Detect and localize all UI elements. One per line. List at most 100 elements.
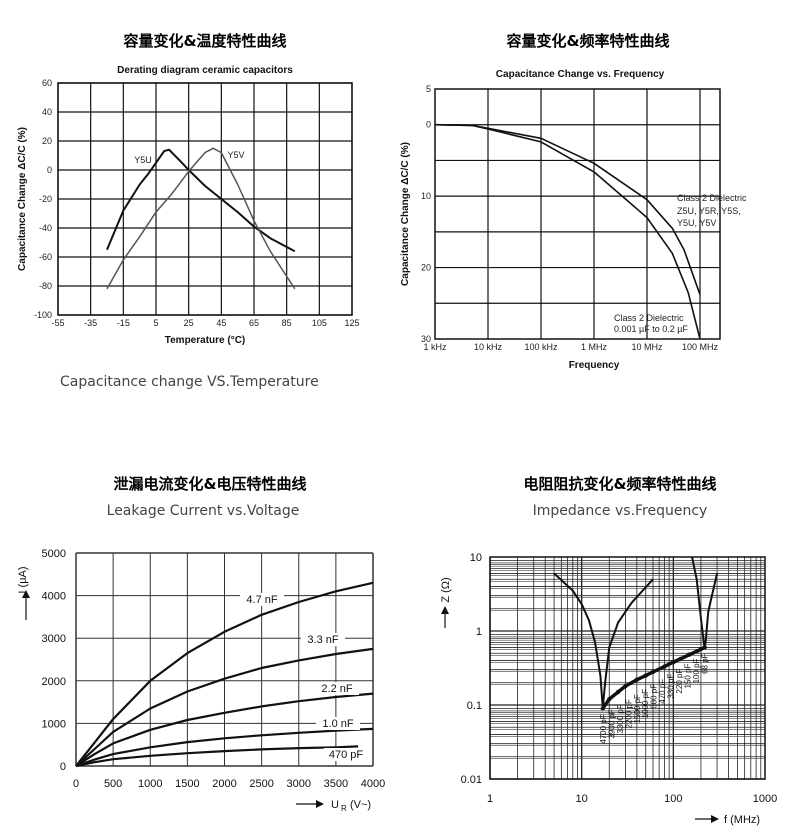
x-axis-label-subscript: R	[341, 804, 347, 813]
point-label: 3900 pF	[607, 709, 616, 738]
y-tick-label: 20	[421, 263, 431, 273]
series-line-class2-0.001-0.2uf	[434, 123, 701, 340]
y-tick-label: 5	[426, 84, 431, 94]
imp-heading-cn: 电阻阻抗变化&频率特性曲线	[523, 475, 716, 493]
series-line-4700-pF	[553, 572, 654, 710]
series-line-22nF	[75, 692, 374, 767]
series-annotation: 0.001 µF to 0.2 µF	[614, 324, 688, 334]
y-tick-label: 0	[47, 165, 52, 175]
chart-title: Capacitance Change vs. Frequency	[496, 69, 665, 80]
x-axis-label: Temperature (°C)	[165, 335, 246, 346]
series-label-bg	[240, 593, 284, 606]
y-tick-label: 0.1	[467, 700, 482, 712]
envelope-marker	[702, 645, 707, 650]
y-axis-label: I (µA)	[17, 566, 29, 593]
y-axis-arrowhead-icon	[22, 590, 30, 598]
x-tick-label: 10 MHz	[631, 342, 663, 352]
x-tick-label: -35	[84, 318, 97, 328]
x-axis-unit: (V~)	[350, 799, 371, 811]
series-label: 3.3 nF	[307, 634, 338, 646]
y-tick-label: -80	[39, 281, 52, 291]
temp-heading-cn: 容量变化&温度特性曲线	[122, 32, 286, 50]
point-label: 1500 pF	[633, 694, 642, 723]
x-tick-label: 105	[312, 318, 327, 328]
point-label: 1000 pF	[641, 689, 650, 718]
y-tick-label: 10	[421, 191, 431, 201]
x-tick-label: 1500	[175, 778, 199, 790]
x-tick-label: 1 kHz	[423, 342, 447, 352]
series-label-bg	[316, 717, 360, 730]
series-line-47nF	[75, 581, 374, 767]
imp-heading-en: Impedance vs.Frequency	[533, 503, 708, 519]
x-tick-label: 3500	[324, 778, 348, 790]
series-line-y5v	[106, 147, 296, 290]
point-label: 220 pF	[675, 669, 684, 694]
x-tick-label: -15	[117, 318, 130, 328]
y-tick-label: 40	[42, 107, 52, 117]
envelope-marker	[634, 677, 640, 682]
series-line-y5u	[106, 148, 296, 253]
x-tick-label: 100 kHz	[524, 342, 558, 352]
x-tick-label: 100 MHz	[682, 342, 719, 352]
envelope-marker	[643, 673, 648, 678]
point-label: 4700 pF	[599, 714, 608, 743]
y-tick-label: 0	[426, 120, 431, 130]
x-tick-label: 1000	[138, 778, 162, 790]
series-label-y5u: Y5U	[134, 155, 152, 165]
y-tick-label: 0	[60, 761, 66, 773]
point-label: 100 pF	[692, 658, 701, 683]
x-tick-label: 65	[249, 318, 259, 328]
x-axis-arrowhead-icon	[316, 800, 324, 808]
y-axis-label: Z (Ω)	[440, 577, 452, 602]
y-tick-label: 1000	[42, 718, 66, 730]
y-tick-label: 2000	[42, 676, 66, 688]
x-tick-label: 25	[184, 318, 194, 328]
x-axis-label: U	[331, 799, 339, 811]
series-annotation: Y5U, Y5V	[677, 218, 716, 228]
y-tick-label: -60	[39, 252, 52, 262]
y-tick-label: 10	[470, 552, 482, 564]
x-tick-label: 1	[487, 793, 493, 805]
series-label: 4.7 nF	[246, 594, 277, 606]
point-label: 2200 pF	[624, 699, 633, 728]
y-tick-label: 60	[42, 78, 52, 88]
series-line-10nF	[75, 727, 374, 768]
x-tick-label: -55	[51, 318, 64, 328]
point-label: 3300 pF	[616, 704, 625, 733]
series-label-bg	[301, 633, 345, 646]
freq-heading-cn: 容量变化&频率特性曲线	[505, 32, 669, 50]
point-label: 470 pF	[658, 679, 667, 704]
plot-frame	[489, 556, 766, 780]
y-tick-label: -20	[39, 194, 52, 204]
y-tick-label: 3000	[42, 633, 66, 645]
envelope-marker	[623, 683, 628, 689]
x-tick-label: 10 kHz	[474, 342, 503, 352]
series-label-bg	[315, 682, 359, 695]
envelope-marker	[650, 669, 656, 675]
envelope-marker	[678, 656, 683, 662]
series-annotation: Class 2 Dielectric	[677, 193, 747, 203]
x-axis-label: f (MHz)	[724, 814, 760, 826]
envelope-marker	[662, 664, 667, 669]
envelope-marker	[698, 646, 704, 652]
series-label-y5v: Y5V	[227, 150, 244, 160]
y-tick-label: -100	[34, 310, 52, 320]
series-label: 1.0 nF	[322, 718, 353, 730]
envelope-marker	[671, 659, 676, 665]
series-label: 2.2 nF	[321, 683, 352, 695]
envelope-marker	[615, 689, 621, 695]
point-label: 150 pF	[684, 663, 693, 688]
series-label: 470 pF	[329, 749, 364, 761]
x-tick-label: 3000	[287, 778, 311, 790]
series-label-bg	[324, 748, 368, 761]
x-tick-label: 0	[73, 778, 79, 790]
x-tick-label: 85	[282, 318, 292, 328]
x-tick-label: 100	[664, 793, 682, 805]
series-line-470pF	[75, 745, 359, 768]
x-tick-label: 1 MHz	[581, 342, 608, 352]
y-tick-label: 4000	[42, 591, 66, 603]
series-line-class2-z5u-y5v	[434, 123, 701, 295]
envelope-marker	[607, 696, 612, 702]
x-tick-label: 125	[344, 318, 359, 328]
y-axis-label: Capacitance Change ΔC/C (%)	[400, 142, 411, 286]
